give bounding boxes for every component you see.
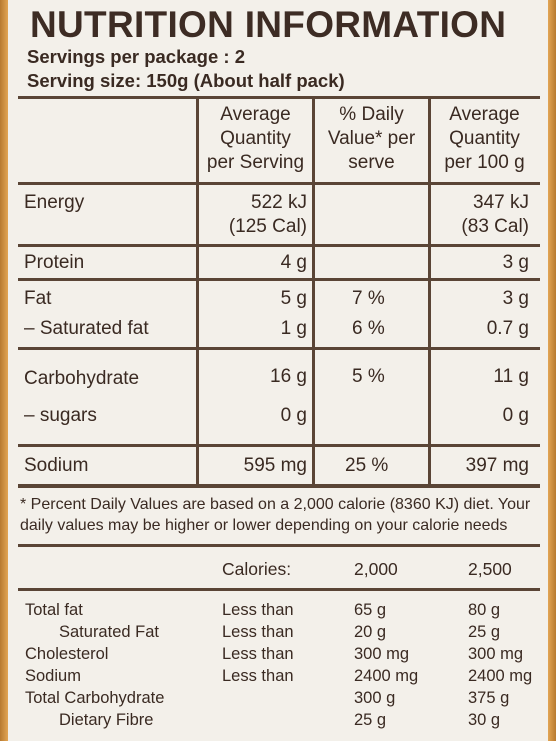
- row-label-saturated-fat: – Saturated fat: [24, 318, 149, 339]
- ref-label-saturated-fat: Saturated Fat: [59, 623, 159, 641]
- ref-v2-saturated-fat: 25 g: [468, 623, 501, 641]
- row-label-protein: Protein: [24, 252, 85, 273]
- header-daily-value: % Daily Value* per serve: [327, 104, 416, 173]
- header-avg-100g: Average Quantity per 100 g: [444, 104, 525, 173]
- row-label-energy: Energy: [24, 192, 85, 213]
- sat-fat-serving: 1 g: [280, 318, 307, 339]
- column-divider-1: [196, 96, 199, 486]
- row-label-sodium: Sodium: [24, 455, 89, 476]
- servings-per-package: Servings per package : 2: [27, 46, 245, 67]
- header-avg-serving: Average Quantity per Serving: [206, 104, 305, 173]
- ref-v2-total-fat: 80 g: [468, 601, 501, 619]
- reference-header-rule: [18, 588, 540, 591]
- energy-serving-cal: (125 Cal): [228, 216, 307, 237]
- energy-per100-cal: (83 Cal): [461, 216, 529, 237]
- ref-label-total-carbohydrate: Total Carbohydrate: [25, 689, 165, 707]
- protein-per100: 3 g: [502, 252, 529, 273]
- carb-per100: 11 g: [493, 366, 529, 387]
- energy-serving: 522 kJ: [251, 192, 307, 213]
- sodium-per100: 397 mg: [465, 455, 529, 476]
- energy-per100: 347 kJ: [473, 192, 529, 213]
- ref-cond-total-fat: Less than: [222, 601, 294, 619]
- reference-top-rule: [18, 544, 540, 547]
- ref-v2-total-carbohydrate: 375 g: [468, 689, 510, 707]
- ref-v1-dietary-fibre: 25 g: [354, 711, 387, 729]
- sat-fat-dv: 6 %: [352, 318, 385, 339]
- ref-v1-total-fat: 65 g: [354, 601, 387, 619]
- rule-after-carb: [18, 444, 540, 447]
- column-divider-3: [428, 96, 431, 486]
- ref-cond-sodium: Less than: [222, 667, 294, 685]
- sugars-per100: 0 g: [502, 405, 529, 426]
- daily-value-footnote: * Percent Daily Values are based on a 2,…: [20, 496, 531, 534]
- fat-serving: 5 g: [280, 288, 307, 309]
- row-label-sugars: – sugars: [24, 405, 97, 426]
- ref-v1-sodium: 2400 mg: [354, 667, 419, 685]
- ref-v1-total-carbohydrate: 300 g: [354, 689, 396, 707]
- sugars-serving: 0 g: [280, 405, 307, 426]
- calories-label: Calories:: [222, 559, 292, 579]
- fat-dv: 7 %: [352, 288, 385, 309]
- column-divider-2: [312, 96, 315, 486]
- protein-serving: 4 g: [280, 252, 307, 273]
- nutrition-panel: [8, 0, 548, 741]
- ref-cond-cholesterol: Less than: [222, 645, 294, 663]
- sodium-dv: 25 %: [345, 455, 389, 476]
- ref-label-sodium: Sodium: [25, 667, 81, 685]
- packaging-edge-right: [548, 0, 556, 741]
- rule-table-bottom: [18, 484, 540, 488]
- rule-after-protein: [18, 278, 540, 281]
- rule-after-energy: [18, 244, 540, 247]
- table-top-rule: [18, 96, 540, 99]
- ref-cond-saturated-fat: Less than: [222, 623, 294, 641]
- sodium-serving: 595 mg: [243, 455, 307, 476]
- page-title: NUTRITION INFORMATION: [30, 4, 507, 45]
- ref-v2-sodium: 2400 mg: [468, 667, 533, 685]
- ref-label-cholesterol: Cholesterol: [25, 645, 109, 663]
- ref-v2-cholesterol: 300 mg: [468, 645, 524, 663]
- ref-label-dietary-fibre: Dietary Fibre: [59, 711, 154, 729]
- rule-after-fat: [18, 347, 540, 350]
- ref-v1-cholesterol: 300 mg: [354, 645, 410, 663]
- carb-dv: 5 %: [352, 366, 385, 387]
- row-label-fat: Fat: [24, 288, 52, 309]
- packaging-edge-left: [0, 0, 8, 741]
- row-label-carbohydrate: Carbohydrate: [24, 368, 140, 389]
- calories-2500: 2,500: [468, 559, 512, 579]
- ref-label-total-fat: Total fat: [25, 601, 83, 619]
- fat-per100: 3 g: [502, 288, 529, 309]
- sat-fat-per100: 0.7 g: [486, 318, 529, 339]
- carb-serving: 16 g: [270, 366, 307, 387]
- calories-2000: 2,000: [354, 559, 398, 579]
- ref-v1-saturated-fat: 20 g: [354, 623, 387, 641]
- rule-after-header: [18, 182, 540, 185]
- serving-size: Serving size: 150g (About half pack): [27, 70, 345, 91]
- ref-v2-dietary-fibre: 30 g: [468, 711, 501, 729]
